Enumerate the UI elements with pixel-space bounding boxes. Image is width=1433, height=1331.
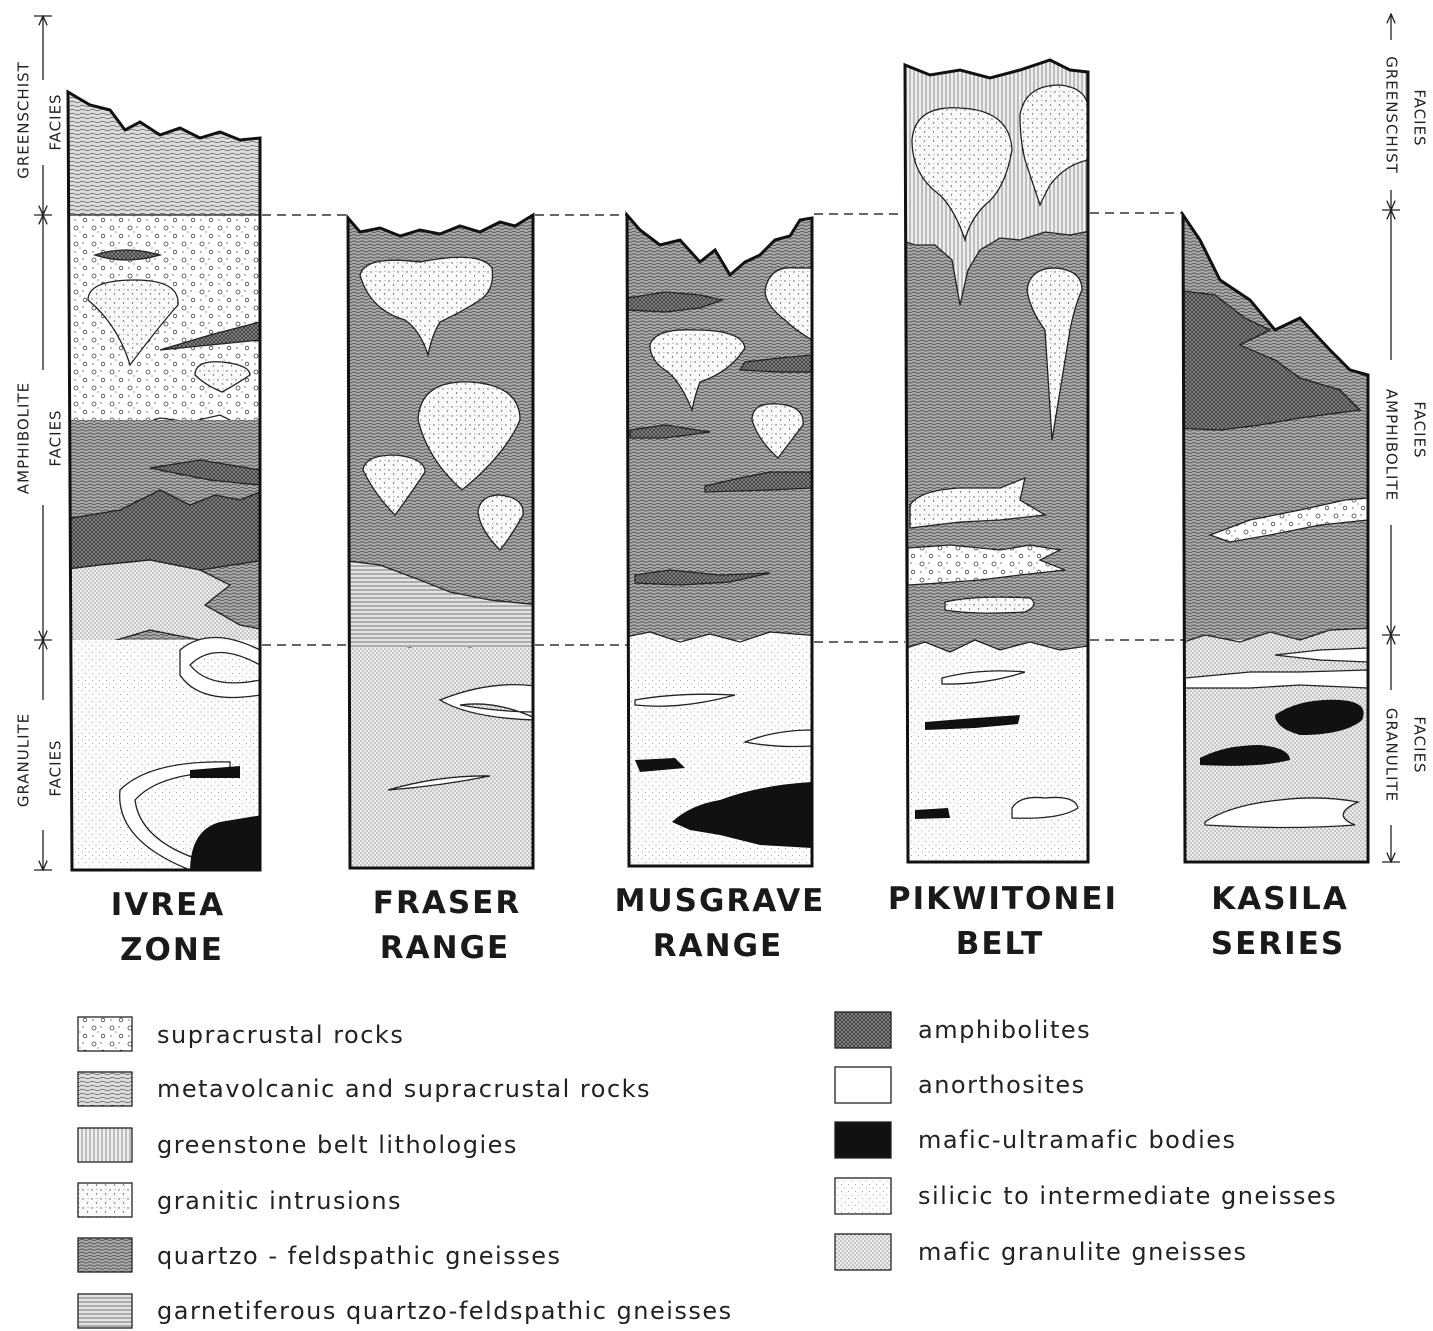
legend-label: anorthosites bbox=[918, 1071, 1086, 1099]
legend-swatch bbox=[78, 1072, 132, 1106]
legend-label: metavolcanic and supracrustal rocks bbox=[157, 1075, 651, 1103]
legend-swatch bbox=[835, 1067, 891, 1103]
legend-label: mafic granulite gneisses bbox=[918, 1238, 1248, 1266]
facies-label: FACIES bbox=[47, 93, 65, 150]
legend-label: garnetiferous quartzo-feldspathic gneiss… bbox=[157, 1297, 733, 1325]
legend-label: quartzo - feldspathic gneisses bbox=[157, 1242, 561, 1270]
column-names: IVREA ZONE FRASER RANGE MUSGRAVE RANGE P… bbox=[111, 881, 1349, 968]
facies-label: GREENSCHIST bbox=[15, 61, 33, 179]
diagram: GREENSCHIST FACIES AMPHIBOLITE FACIES GR… bbox=[0, 0, 1433, 1331]
column-kasila bbox=[1175, 200, 1375, 870]
column-name: RANGE bbox=[653, 928, 783, 964]
facies-label: FACIES bbox=[47, 409, 65, 466]
legend-swatch bbox=[835, 1234, 891, 1270]
left-facies-scale: GREENSCHIST FACIES AMPHIBOLITE FACIES GR… bbox=[15, 16, 65, 870]
legend-swatch bbox=[835, 1012, 891, 1048]
column-musgrave bbox=[620, 200, 820, 870]
column-name: MUSGRAVE bbox=[615, 883, 826, 919]
legend-swatch bbox=[835, 1122, 891, 1158]
column-fraser bbox=[340, 200, 540, 873]
facies-label: FACIES bbox=[1411, 89, 1429, 146]
granitic-intrusion bbox=[945, 597, 1034, 613]
legend-label: mafic-ultramafic bodies bbox=[918, 1126, 1237, 1154]
facies-label: AMPHIBOLITE bbox=[1383, 389, 1401, 501]
legend-label: greenstone belt lithologies bbox=[157, 1131, 518, 1159]
legend-label: amphibolites bbox=[918, 1016, 1091, 1044]
column-name: BELT bbox=[956, 926, 1045, 962]
legend-swatch bbox=[78, 1183, 132, 1217]
column-name: SERIES bbox=[1211, 926, 1345, 962]
column-name: PIKWITONEI bbox=[888, 881, 1118, 917]
column-pikwitonei bbox=[900, 55, 1095, 870]
facies-label: GRANULITE bbox=[1383, 708, 1401, 802]
right-facies-scale: GREENSCHIST FACIES AMPHIBOLITE FACIES GR… bbox=[1382, 14, 1429, 862]
legend-swatch bbox=[78, 1017, 132, 1051]
column-name: KASILA bbox=[1211, 881, 1349, 917]
legend-label: supracrustal rocks bbox=[157, 1021, 404, 1049]
mafic-granulite-layer bbox=[340, 648, 540, 873]
legend-label: granitic intrusions bbox=[157, 1187, 402, 1215]
legend-swatch bbox=[78, 1128, 132, 1162]
legend-swatch bbox=[78, 1294, 132, 1328]
facies-label: GREENSCHIST bbox=[1383, 56, 1401, 174]
legend-swatch bbox=[78, 1238, 132, 1272]
facies-label: FACIES bbox=[1411, 401, 1429, 458]
facies-label: FACIES bbox=[47, 739, 65, 796]
facies-label: FACIES bbox=[1411, 716, 1429, 773]
column-name: FRASER bbox=[373, 885, 521, 921]
legend: supracrustal rocks metavolcanic and supr… bbox=[78, 1012, 1337, 1328]
column-name: IVREA bbox=[111, 887, 226, 923]
column-ivrea bbox=[60, 60, 270, 880]
legend-swatch bbox=[835, 1178, 891, 1214]
facies-label: GRANULITE bbox=[15, 713, 33, 807]
column-name: RANGE bbox=[380, 930, 510, 966]
column-name: ZONE bbox=[120, 932, 224, 968]
facies-label: AMPHIBOLITE bbox=[15, 382, 33, 494]
legend-label: silicic to intermediate gneisses bbox=[918, 1182, 1337, 1210]
